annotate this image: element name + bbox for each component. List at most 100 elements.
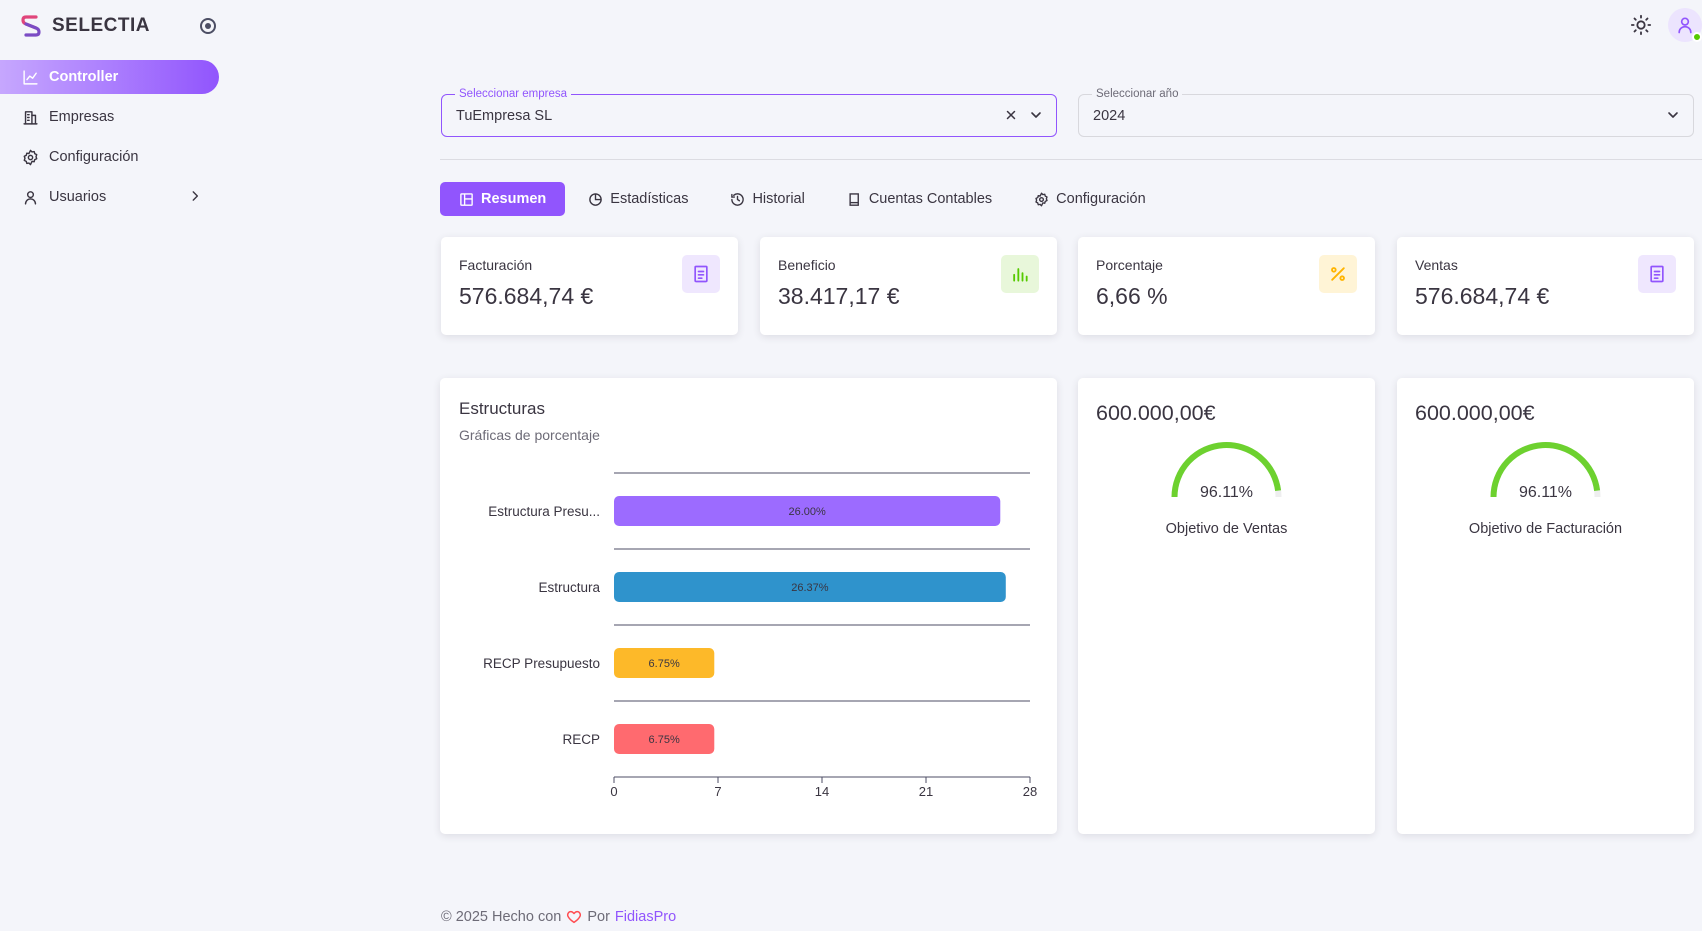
kpi-value: 6,66 % — [1096, 283, 1168, 309]
tab-label: Estadísticas — [610, 191, 689, 207]
gauge-percent: 96.11% — [1199, 484, 1254, 501]
gear-icon — [21, 148, 39, 166]
category-label: Estructura Presu... — [488, 504, 600, 519]
chart-line-icon — [21, 68, 39, 86]
kpi-card-ventas: Ventas 576.684,74 € — [1397, 237, 1694, 335]
chart-title: Estructuras — [459, 399, 545, 418]
footer-by: Por — [587, 909, 610, 925]
tab-estadisticas[interactable]: Estadísticas — [569, 182, 707, 216]
building-icon — [21, 108, 39, 126]
gauge-label: Objetivo de Ventas — [1165, 521, 1288, 537]
bar — [614, 572, 1006, 602]
kpi-card-beneficio: Beneficio 38.417,17 € — [760, 237, 1057, 335]
chevron-down-icon[interactable] — [1028, 107, 1044, 127]
sidebar-item-usuarios[interactable]: Usuarios — [0, 180, 219, 214]
category-label: RECP Presupuesto — [483, 656, 600, 671]
tab-resumen[interactable]: Resumen — [440, 182, 566, 216]
sidebar-collapse-toggle[interactable] — [200, 18, 216, 34]
gauge-card-facturacion: 600.000,00€ 96.11% Objetivo de Facturaci… — [1397, 378, 1694, 834]
logo-icon — [21, 15, 41, 37]
brand-name: SELECTIA — [52, 15, 150, 36]
x-tick-label: 28 — [1023, 784, 1037, 799]
kpi-value: 576.684,74 € — [1415, 283, 1550, 309]
gauge-arc — [1490, 442, 1601, 498]
sidebar-item-label: Controller — [49, 69, 119, 85]
sidebar-item-label: Empresas — [49, 109, 115, 125]
document-icon — [682, 255, 720, 293]
x-tick-label: 0 — [610, 784, 617, 799]
sidebar-item-empresas[interactable]: Empresas — [0, 100, 219, 134]
kpi-label: Beneficio — [778, 257, 836, 273]
structures-bar-chart: 26.00% Estructura Presu... 26.37% Estructur… — [483, 472, 1037, 799]
tab-label: Resumen — [481, 191, 547, 207]
chevron-right-icon — [188, 189, 202, 207]
gauge-card-ventas: 600.000,00€ 96.11% Objetivo de Ventas — [1078, 378, 1375, 834]
online-status-dot — [1692, 32, 1702, 42]
user-icon — [21, 188, 39, 206]
company-select-value: TuEmpresa SL — [456, 107, 553, 124]
data-label: 6.75% — [649, 734, 680, 746]
tab-label: Configuración — [1056, 191, 1146, 207]
x-tick-label: 14 — [815, 784, 829, 799]
user-icon — [1678, 17, 1692, 34]
gauge-arc — [1171, 442, 1282, 498]
footer: © 2025 Hecho con Por FidiasPro — [441, 909, 676, 925]
clear-icon[interactable] — [1004, 108, 1018, 126]
year-select-legend: Seleccionar año — [1092, 88, 1183, 100]
category-label: Estructura — [538, 580, 600, 595]
sidebar-item-configuracion[interactable]: Configuración — [0, 140, 219, 174]
sidebar-item-label: Configuración — [49, 149, 139, 165]
bar — [614, 724, 715, 754]
bar-chart-icon — [1001, 255, 1039, 293]
x-tick-label: 21 — [919, 784, 933, 799]
bar — [614, 648, 715, 678]
tab-configuracion[interactable]: Configuración — [1015, 182, 1164, 216]
pie-chart-icon — [589, 192, 603, 206]
avatar[interactable] — [1668, 8, 1702, 42]
sidebar-item-label: Usuarios — [49, 189, 107, 205]
brand[interactable]: SELECTIA — [20, 14, 150, 38]
book-icon — [849, 192, 859, 206]
data-label: 26.00% — [788, 506, 826, 518]
layout-icon — [460, 192, 473, 206]
kpi-card-porcentaje: Porcentaje 6,66 % — [1078, 237, 1375, 335]
kpi-value: 38.417,17 € — [778, 283, 900, 309]
gear-icon — [1035, 192, 1048, 206]
tab-label: Historial — [752, 191, 805, 207]
year-select[interactable]: Seleccionar año 2024 — [1078, 88, 1694, 137]
company-select[interactable]: Seleccionar empresa TuEmpresa SL — [441, 88, 1057, 137]
kpi-label: Facturación — [459, 257, 533, 273]
kpi-label: Ventas — [1415, 257, 1458, 273]
year-select-value: 2024 — [1093, 107, 1126, 124]
gauge-value-arc — [1490, 442, 1601, 498]
tab-historial[interactable]: Historial — [711, 182, 823, 216]
company-select-legend: Seleccionar empresa — [455, 88, 572, 100]
kpi-value: 576.684,74 € — [459, 283, 594, 309]
gauge-amount: 600.000,00€ — [1415, 401, 1535, 425]
data-label: 6.75% — [649, 658, 680, 670]
sidebar-item-controller[interactable]: Controller — [0, 60, 219, 94]
topbar-actions — [1628, 8, 1702, 42]
gauge-amount: 600.000,00€ — [1096, 401, 1216, 425]
x-tick-label: 7 — [714, 784, 721, 799]
theme-toggle-button[interactable] — [1628, 12, 1654, 38]
kpi-label: Porcentaje — [1096, 257, 1163, 273]
percent-icon — [1319, 255, 1357, 293]
sidebar-nav: Controller Empresas Configuración Usuari… — [0, 60, 219, 220]
kpi-card-facturacion: Facturación 576.684,74 € — [441, 237, 738, 335]
footer-copyright: © 2025 Hecho con — [441, 909, 562, 925]
sidebar: SELECTIA Controller Empresas Configuraci… — [0, 0, 230, 931]
chevron-down-icon[interactable] — [1665, 107, 1681, 127]
sun-icon — [1630, 14, 1652, 36]
gauge-value-arc — [1171, 442, 1282, 498]
footer-link[interactable]: FidiasPro — [614, 909, 677, 925]
tab-bar: Resumen Estadísticas Historial Cuentas C… — [440, 182, 1165, 216]
bar — [614, 496, 1001, 526]
category-label: RECP — [562, 732, 600, 747]
gauge-percent: 96.11% — [1518, 484, 1573, 501]
document-icon — [1638, 255, 1676, 293]
heart-icon — [567, 910, 582, 924]
tab-label: Cuentas Contables — [868, 191, 993, 207]
gauge-label: Objetivo de Facturación — [1468, 521, 1623, 537]
tab-cuentas-contables[interactable]: Cuentas Contables — [828, 182, 1011, 216]
